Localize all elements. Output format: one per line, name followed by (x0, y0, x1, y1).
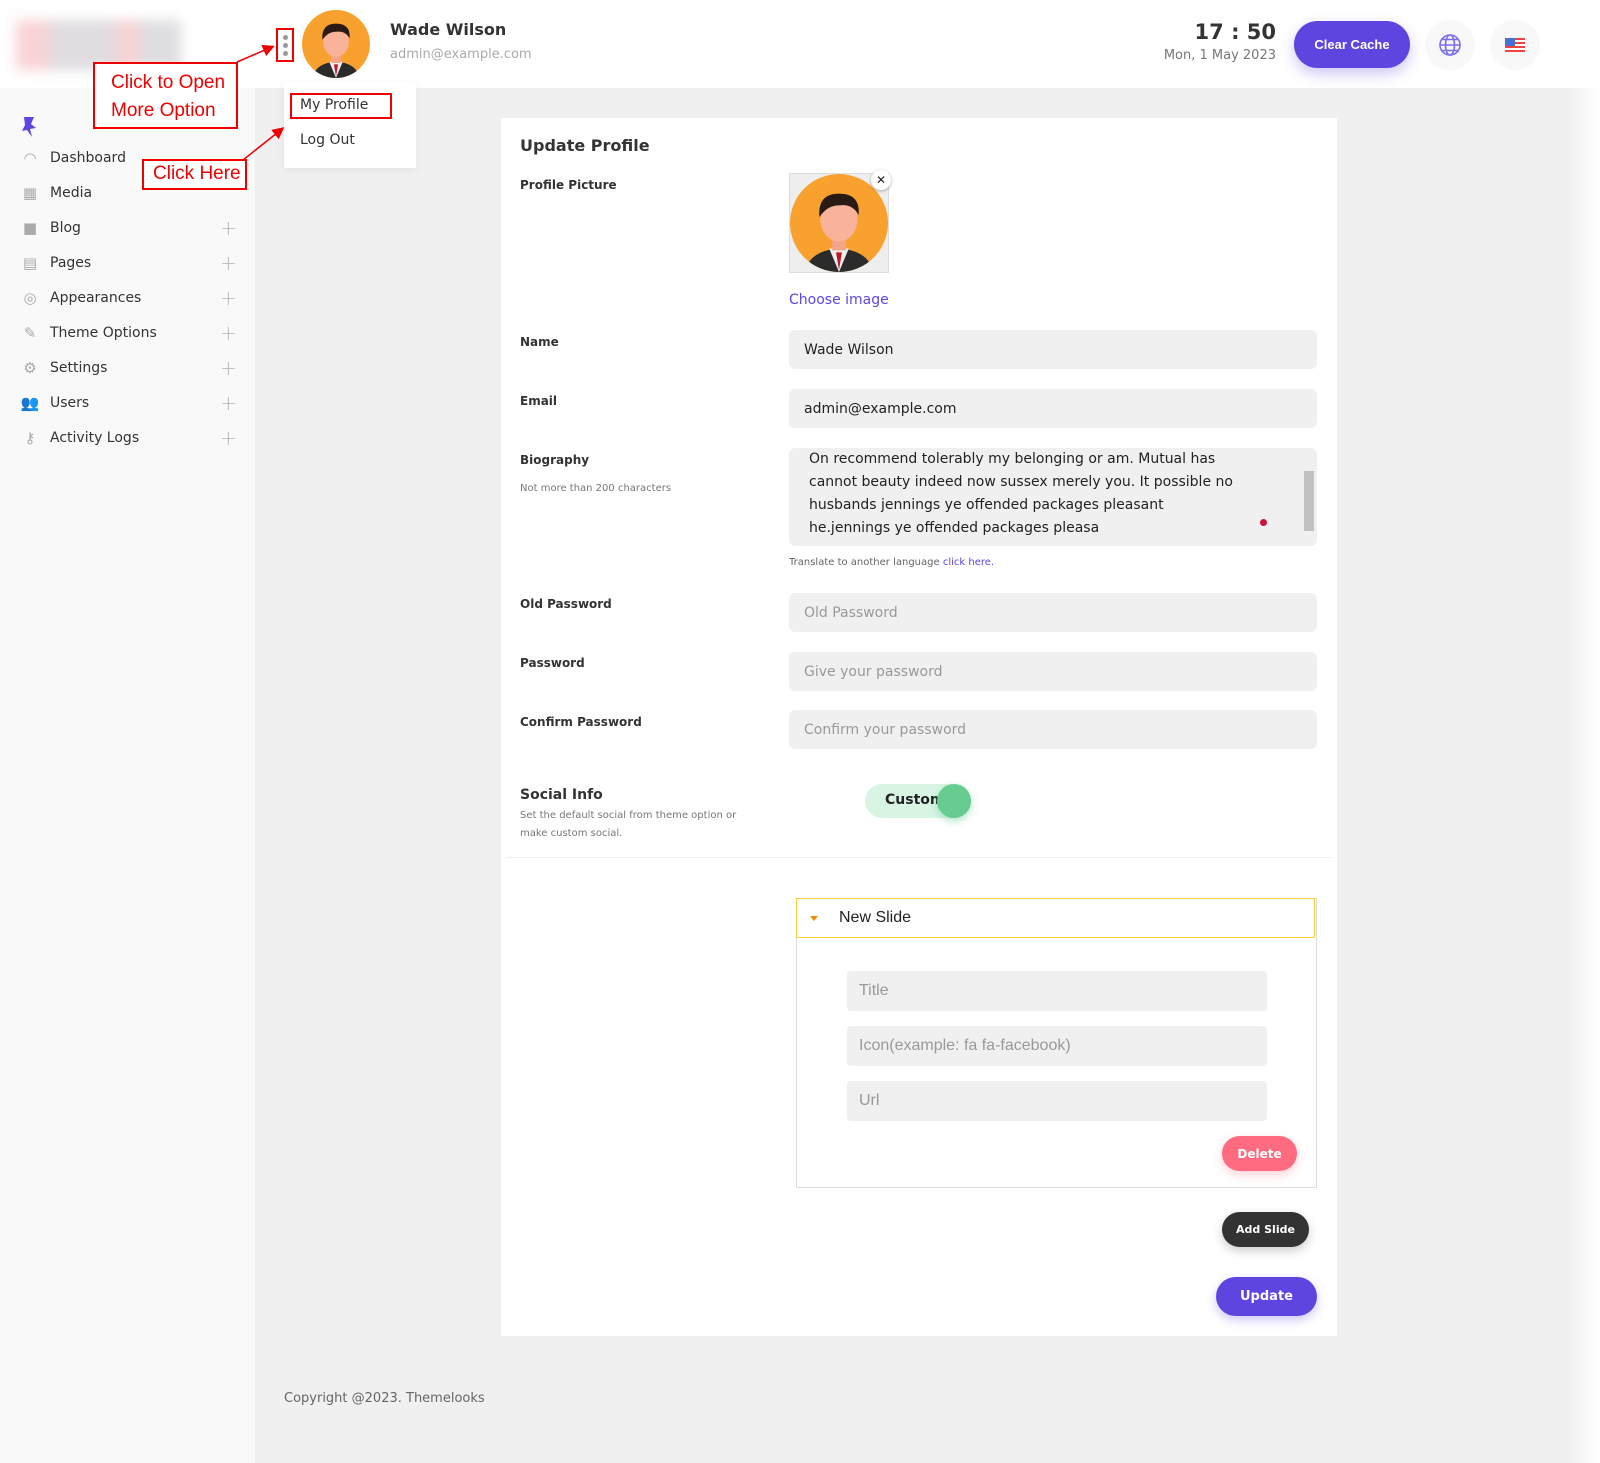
password-label: Password (520, 656, 585, 670)
clock-date: Mon, 1 May 2023 (1163, 48, 1276, 63)
social-info-hint: Set the default social from theme option… (520, 810, 737, 839)
email-label: Email (520, 394, 558, 408)
sidebar-item-dashboard[interactable]: ◠ Dashboard (0, 140, 255, 175)
user-avatar[interactable] (302, 10, 370, 78)
sidebar-item-label: Activity Logs (50, 429, 140, 446)
slide-url-input[interactable] (847, 1081, 1267, 1121)
appearance-icon: ◎ (23, 288, 37, 307)
biography-label: Biography (520, 453, 590, 467)
profile-picture-label: Profile Picture (520, 178, 617, 192)
caret-down-icon (810, 916, 818, 921)
email-input[interactable] (789, 389, 1317, 428)
annotation-open-more: Click to Open More Option (93, 62, 238, 129)
sidebar-item-label: Blog (50, 219, 81, 236)
page-icon: ▤ (22, 253, 38, 272)
expand-icon[interactable]: + (220, 390, 237, 415)
expand-icon[interactable]: + (220, 215, 237, 240)
slide-title: New Slide (839, 909, 912, 926)
expand-icon[interactable]: + (220, 285, 237, 310)
update-button[interactable]: Update (1216, 1277, 1317, 1316)
remove-picture-close-icon[interactable]: ✕ (871, 170, 891, 190)
delete-slide-button[interactable]: Delete (1222, 1136, 1297, 1171)
footer-copyright: Copyright @2023. Themelooks (284, 1391, 485, 1406)
sidebar-item-label: Users (50, 394, 90, 411)
annotation-click-here: Click Here (142, 159, 247, 190)
right-edge-shade (1568, 0, 1600, 1463)
sidebar-item-label: Settings (50, 359, 108, 376)
brush-icon: ✎ (23, 323, 37, 342)
status-dot (1260, 519, 1267, 526)
sidebar-item-label: Appearances (50, 289, 142, 306)
expand-icon[interactable]: + (220, 250, 237, 275)
old-password-label: Old Password (520, 597, 612, 611)
user-dropdown-menu: My Profile Log Out (284, 82, 416, 168)
sidebar-item-appearances[interactable]: ◎ Appearances + (0, 280, 255, 315)
biography-hint: Not more than 200 characters (520, 483, 672, 494)
key-icon: ⚷ (24, 428, 36, 447)
name-label: Name (520, 335, 559, 349)
divider (507, 857, 1331, 858)
page-title: Update Profile (520, 136, 650, 155)
users-icon: 👥 (20, 393, 40, 412)
clear-cache-button[interactable]: Clear Cache (1294, 21, 1410, 68)
us-flag-icon (1505, 38, 1525, 52)
globe-icon (1439, 34, 1461, 56)
expand-icon[interactable]: + (220, 355, 237, 380)
choose-image-link[interactable]: Choose image (789, 292, 889, 308)
biography-textarea[interactable]: On recommend tolerably my belonging or a… (789, 448, 1317, 546)
translate-text: Translate to another language (789, 557, 940, 568)
sidebar-item-label: Dashboard (50, 149, 126, 166)
annotation-highlight-box (290, 93, 392, 119)
update-profile-card: Update Profile Profile Picture ✕ Choose … (501, 118, 1337, 1336)
biography-scrollbar[interactable] (1304, 451, 1314, 543)
sidebar-item-media[interactable]: ▦ Media (0, 175, 255, 210)
pin-icon[interactable] (20, 116, 38, 138)
annotation-arrows (236, 45, 285, 161)
user-email: admin@example.com (390, 47, 532, 62)
slide-icon-input[interactable] (847, 1026, 1267, 1066)
confirm-password-label: Confirm Password (520, 715, 642, 729)
password-input[interactable] (789, 652, 1317, 691)
slide-title-input[interactable] (847, 971, 1267, 1011)
expand-icon[interactable]: + (220, 425, 237, 450)
flag-button[interactable] (1490, 20, 1540, 70)
sidebar-item-label: Theme Options (50, 324, 157, 341)
old-password-input[interactable] (789, 593, 1317, 632)
gauge-icon: ◠ (23, 148, 37, 167)
expand-icon[interactable]: + (220, 320, 237, 345)
logo-blurred (16, 20, 181, 70)
language-button[interactable] (1425, 20, 1475, 70)
menu-item-my-profile[interactable]: My Profile (300, 97, 369, 113)
gears-icon: ⚙ (23, 358, 37, 377)
sidebar-item-users[interactable]: 👥 Users + (0, 385, 255, 420)
social-slide-panel: New Slide Delete (796, 898, 1317, 1188)
top-header: Wade Wilson admin@example.com 17 : 50 Mo… (0, 0, 1600, 88)
social-custom-toggle[interactable]: Custom (865, 784, 971, 818)
sidebar: ◠ Dashboard ▦ Media ■ Blog + ▤ Pages + ◎ Appear… (0, 88, 255, 1463)
sidebar-item-theme-options[interactable]: ✎ Theme Options + (0, 315, 255, 350)
more-options-button[interactable] (276, 28, 294, 62)
blogger-icon: ■ (22, 218, 38, 237)
profile-picture (789, 173, 889, 273)
social-info-label: Social Info (520, 787, 603, 803)
clock-time: 17 : 50 (1194, 20, 1276, 44)
user-name: Wade Wilson (390, 20, 507, 39)
slide-header[interactable]: New Slide (796, 898, 1315, 938)
translate-hint: Translate to another language click here… (789, 557, 994, 568)
translate-link[interactable]: click here. (942, 557, 995, 568)
sidebar-item-pages[interactable]: ▤ Pages + (0, 245, 255, 280)
confirm-password-input[interactable] (789, 710, 1317, 749)
add-slide-button[interactable]: Add Slide (1222, 1212, 1309, 1247)
media-icon: ▦ (22, 183, 38, 202)
menu-item-log-out[interactable]: Log Out (300, 132, 355, 148)
sidebar-item-label: Media (50, 184, 93, 201)
sidebar-item-label: Pages (50, 254, 92, 271)
toggle-label: Custom (885, 792, 945, 808)
name-input[interactable] (789, 330, 1317, 369)
sidebar-item-activity-logs[interactable]: ⚷ Activity Logs + (0, 420, 255, 455)
sidebar-item-settings[interactable]: ⚙ Settings + (0, 350, 255, 385)
sidebar-item-blog[interactable]: ■ Blog + (0, 210, 255, 245)
